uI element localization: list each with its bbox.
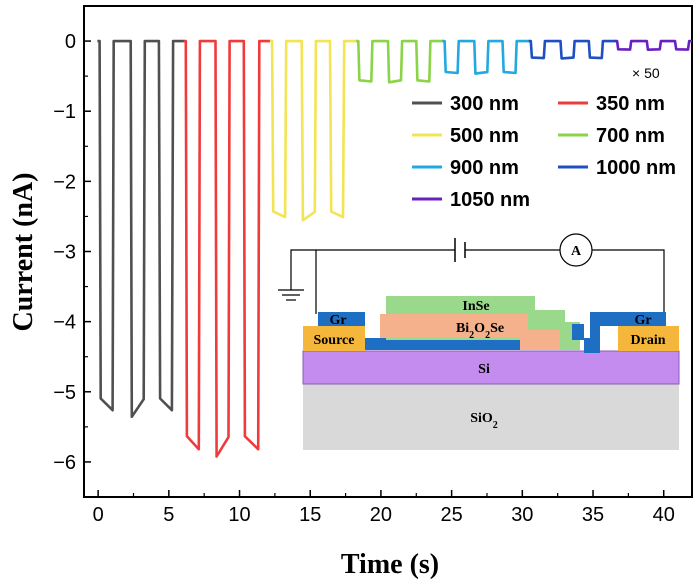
gr-left-label: Gr [329,313,346,328]
y-tick-label: −3 [53,242,76,264]
data-series [97,39,692,458]
graphene-left [318,312,520,350]
bi2o2se-layer [380,314,560,350]
legend: 300 nm 350 nm 500 nm 700 nm 900 nm 1000 nm 105… [412,93,676,211]
sio2-label: SiO2 [470,411,498,431]
x-tick-label: 0 [93,504,104,526]
x-tick-label: 10 [228,504,250,526]
legend-label: 1000 nm [596,157,676,179]
y-tick-label: −5 [53,382,76,404]
legend-label: 500 nm [450,125,519,147]
legend-label: 300 nm [450,93,519,115]
series-line [442,39,530,75]
x-tick-label: 15 [299,504,321,526]
gr-right-label: Gr [634,313,651,328]
graphene-right [572,312,666,353]
x-axis-title: Time (s) [341,549,439,580]
legend-label: 1050 nm [450,189,530,211]
drain-electrode [618,326,679,351]
legend-label: 900 nm [450,157,519,179]
ammeter-icon: A [559,233,593,267]
sio2-layer [303,384,679,450]
drain-label: Drain [631,333,666,348]
si-layer [302,350,680,385]
series-line [356,39,444,84]
x-axis: 0 5 10 15 20 25 30 35 40 [93,490,675,526]
scale-annotation: × 50 [632,65,660,81]
y-tick-label: −2 [53,171,76,193]
series-line [183,39,271,458]
x-tick-label: 30 [511,504,533,526]
voltage-source-icon [454,238,466,262]
device-schematic: A SiO2 Si Gr Gr InSe Bi2O2Se Source Drai… [278,233,680,450]
series-line [528,39,616,60]
si-label: Si [478,362,490,377]
inse-label: InSe [462,299,489,314]
y-tick-label: −1 [53,101,76,123]
y-tick-label: 0 [65,31,76,53]
ammeter-label: A [571,244,582,259]
x-tick-label: 5 [163,504,174,526]
ground-icon [278,289,304,301]
bi2o2se-label: Bi2O2Se [456,321,504,341]
source-label: Source [314,333,355,348]
y-tick-label: −4 [53,312,76,334]
x-tick-label: 20 [370,504,392,526]
x-tick-label: 35 [582,504,604,526]
ground-wire [290,249,316,290]
y-tick-label: −6 [53,452,76,474]
legend-label: 700 nm [596,125,665,147]
series-line [614,39,692,51]
series-line [97,39,185,419]
x-tick-label: 40 [653,504,675,526]
series-line [269,39,357,222]
legend-label: 350 nm [596,93,665,115]
source-electrode [303,326,365,351]
y-axis: 0 −1 −2 −3 −4 −5 −6 [53,31,91,498]
x-tick-label: 25 [441,504,463,526]
y-axis-title: Current (nA) [8,173,39,332]
